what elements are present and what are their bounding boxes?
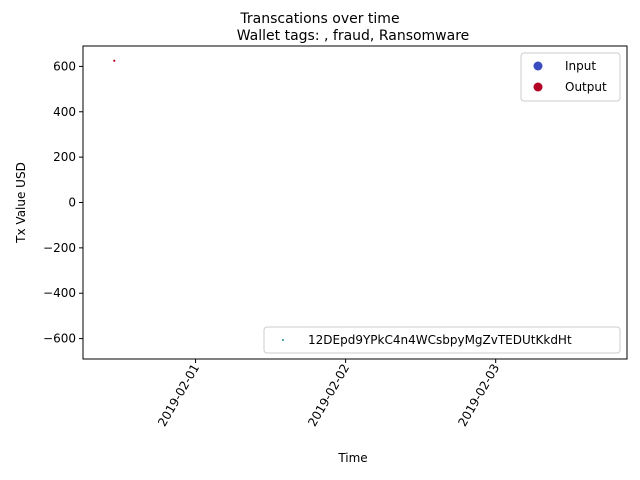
y-tick-label: 600 [53, 59, 76, 73]
data-points [113, 59, 116, 62]
x-axis-label: Time [337, 451, 367, 465]
y-tick-label: −600 [43, 332, 76, 346]
legend-marker [533, 82, 543, 92]
legend-frame [520, 52, 621, 102]
legend-label: Output [565, 80, 607, 94]
legend-frame [263, 326, 621, 354]
legend-label: Input [565, 59, 596, 73]
data-point-output [113, 59, 116, 62]
y-tick-label: 0 [68, 196, 76, 210]
y-tick-label: 400 [53, 105, 76, 119]
legend-tx-direction: Input Output [520, 52, 621, 102]
chart-title: Wallet tags: , fraud, Ransomware [237, 28, 470, 44]
axis-ticks: 600 400 200 0 −200 −400 −600 2019-02-01 2019-02-… [43, 59, 502, 428]
legend-label: 12DEpd9YPkC4n4WCsbpyMgZvTEDUtKkdHt [308, 333, 572, 347]
y-tick-label: −200 [43, 241, 76, 255]
x-tick-label: 2019-02-01 [155, 362, 202, 429]
chart-suptitle: Transcations over time [239, 11, 399, 27]
legend-wallet-address: 12DEpd9YPkC4n4WCsbpyMgZvTEDUtKkdHt [263, 326, 621, 354]
y-tick-label: −400 [43, 286, 76, 300]
x-tick-label: 2019-02-03 [455, 362, 502, 429]
legend-marker [282, 339, 284, 341]
y-tick-label: 200 [53, 150, 76, 164]
y-axis-label: Tx Value USD [14, 162, 28, 244]
legend-marker [533, 61, 543, 71]
x-tick-label: 2019-02-02 [305, 362, 352, 429]
